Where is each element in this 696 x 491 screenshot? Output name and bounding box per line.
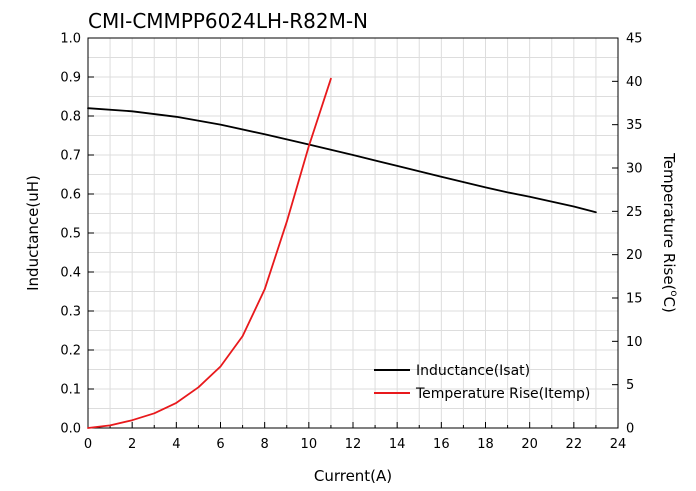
x-tick-label: 8 <box>261 437 269 452</box>
x-tick-label: 2 <box>128 437 136 452</box>
y-right-axis-label: Temperature Rise(oC) <box>660 152 679 313</box>
y-right-tick-label: 0 <box>626 422 634 437</box>
x-axis-ticks: 0 2 4 6 8 10 12 14 16 18 20 22 24 <box>84 422 626 452</box>
x-tick-label: 14 <box>389 437 406 452</box>
y-left-axis-ticks: 0.0 0.1 0.2 0.3 0.4 0.5 0.6 0.7 0.8 0.9 1.0 <box>60 32 94 437</box>
y-right-axis-label-sup: o <box>668 290 679 296</box>
series-line-inductance <box>87 107 597 214</box>
y-left-tick-label: 0.6 <box>60 188 81 203</box>
y-left-tick-label: 0.1 <box>60 383 81 398</box>
chart-title: CMI-CMMPP6024LH-R82M-N <box>88 9 368 33</box>
x-tick-label: 10 <box>301 437 318 452</box>
legend: Inductance(Isat) Temperature Rise(Itemp) <box>374 363 590 402</box>
x-axis-label: Current(A) <box>314 467 392 485</box>
y-right-tick-label: 35 <box>626 118 643 133</box>
y-right-tick-label: 10 <box>626 335 643 350</box>
y-left-tick-label: 0.3 <box>60 305 81 320</box>
y-left-tick-label: 0.4 <box>60 266 81 281</box>
series-group <box>87 77 597 429</box>
legend-label-inductance: Inductance(Isat) <box>416 363 530 379</box>
grid <box>88 38 618 428</box>
x-tick-label: 18 <box>477 437 494 452</box>
x-tick-label: 4 <box>172 437 180 452</box>
y-right-tick-label: 30 <box>626 162 643 177</box>
y-right-axis-label-main: Temperature Rise( <box>660 152 678 290</box>
x-tick-label: 0 <box>84 437 92 452</box>
legend-label-temperature: Temperature Rise(Itemp) <box>415 386 590 402</box>
series-line-temperature-rise <box>87 77 332 429</box>
y-left-axis-label: Inductance(uH) <box>24 175 42 291</box>
x-tick-label: 12 <box>345 437 362 452</box>
y-left-tick-label: 0.7 <box>60 149 81 164</box>
y-right-axis-label-end: C) <box>660 297 678 313</box>
x-tick-label: 22 <box>566 437 583 452</box>
y-left-tick-label: 0.2 <box>60 344 81 359</box>
y-right-tick-label: 15 <box>626 292 643 307</box>
y-right-tick-label: 20 <box>626 248 643 263</box>
y-left-tick-label: 0.5 <box>60 227 81 242</box>
y-left-tick-label: 0.8 <box>60 110 81 125</box>
y-left-tick-label: 1.0 <box>60 32 81 47</box>
x-tick-label: 20 <box>521 437 538 452</box>
x-tick-label: 6 <box>216 437 224 452</box>
y-right-tick-label: 5 <box>626 378 634 393</box>
y-left-tick-label: 0.0 <box>60 422 81 437</box>
y-right-axis-ticks: 0 5 10 15 20 25 30 35 40 45 <box>612 32 643 437</box>
x-tick-label: 16 <box>433 437 450 452</box>
y-right-tick-label: 45 <box>626 32 643 47</box>
y-left-tick-label: 0.9 <box>60 71 81 86</box>
y-right-tick-label: 40 <box>626 75 643 90</box>
x-tick-label: 24 <box>610 437 627 452</box>
y-right-tick-label: 25 <box>626 205 643 220</box>
